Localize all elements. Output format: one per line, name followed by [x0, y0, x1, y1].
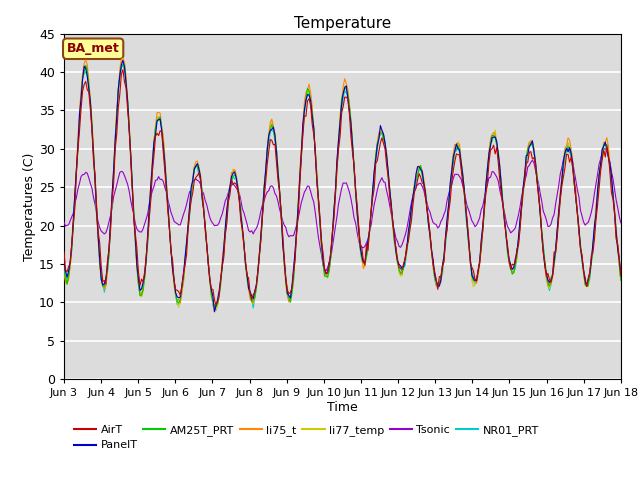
PanelT: [60, 260, 68, 265]
li75_t: [257, 233, 265, 239]
PanelT: [119, 58, 127, 63]
Tsonic: [617, 220, 625, 226]
AirT: [130, 214, 138, 220]
AM25T_PRT: [248, 299, 255, 305]
NR01_PRT: [257, 236, 265, 242]
li77_temp: [248, 297, 255, 303]
li75_t: [307, 90, 314, 96]
li75_t: [60, 268, 68, 274]
AirT: [60, 249, 68, 255]
Line: AM25T_PRT: AM25T_PRT: [64, 64, 621, 306]
PanelT: [589, 241, 596, 247]
PanelT: [257, 230, 265, 236]
NR01_PRT: [617, 277, 625, 283]
li75_t: [589, 244, 596, 250]
li77_temp: [307, 94, 314, 99]
PanelT: [617, 269, 625, 275]
li75_t: [617, 277, 625, 283]
AM25T_PRT: [60, 268, 68, 274]
Line: PanelT: PanelT: [64, 60, 621, 312]
NR01_PRT: [60, 261, 68, 267]
Tsonic: [303, 183, 311, 189]
Tsonic: [588, 209, 595, 215]
Y-axis label: Temperatures (C): Temperatures (C): [23, 152, 36, 261]
Line: NR01_PRT: NR01_PRT: [64, 65, 621, 311]
Text: BA_met: BA_met: [67, 42, 120, 55]
AM25T_PRT: [212, 303, 220, 309]
AM25T_PRT: [589, 244, 596, 250]
Line: Tsonic: Tsonic: [64, 148, 621, 271]
AirT: [229, 181, 237, 187]
AirT: [119, 67, 127, 72]
Line: li77_temp: li77_temp: [64, 58, 621, 310]
AirT: [248, 297, 255, 302]
li77_temp: [617, 274, 625, 280]
Line: AirT: AirT: [64, 70, 621, 305]
AM25T_PRT: [119, 61, 127, 67]
Tsonic: [323, 268, 330, 274]
li77_temp: [589, 245, 596, 251]
Tsonic: [244, 228, 252, 233]
AM25T_PRT: [307, 98, 314, 104]
li75_t: [211, 309, 218, 315]
NR01_PRT: [307, 99, 314, 105]
NR01_PRT: [229, 174, 237, 180]
li75_t: [130, 212, 138, 217]
AirT: [212, 302, 220, 308]
PanelT: [211, 309, 218, 314]
li75_t: [119, 56, 127, 61]
li75_t: [229, 169, 237, 175]
li77_temp: [60, 270, 68, 276]
AM25T_PRT: [617, 277, 625, 283]
PanelT: [130, 215, 138, 221]
li77_temp: [257, 231, 265, 237]
Line: li75_t: li75_t: [64, 59, 621, 312]
AirT: [589, 250, 596, 256]
Tsonic: [129, 205, 136, 211]
AM25T_PRT: [229, 174, 237, 180]
li77_temp: [130, 214, 138, 219]
NR01_PRT: [248, 296, 255, 301]
li77_temp: [119, 55, 127, 61]
AirT: [617, 273, 625, 279]
NR01_PRT: [589, 245, 596, 251]
AM25T_PRT: [257, 237, 265, 243]
Tsonic: [254, 222, 262, 228]
li77_temp: [212, 307, 220, 312]
Tsonic: [600, 145, 607, 151]
X-axis label: Time: Time: [327, 401, 358, 414]
PanelT: [248, 293, 255, 299]
NR01_PRT: [130, 211, 138, 217]
AirT: [257, 235, 265, 241]
AM25T_PRT: [130, 210, 138, 216]
Tsonic: [226, 183, 234, 189]
AirT: [307, 102, 314, 108]
NR01_PRT: [212, 308, 220, 313]
PanelT: [229, 170, 237, 176]
Title: Temperature: Temperature: [294, 16, 391, 31]
li75_t: [248, 299, 255, 304]
Tsonic: [60, 219, 68, 225]
PanelT: [307, 98, 314, 104]
li77_temp: [229, 166, 237, 172]
Legend: AirT, PanelT, AM25T_PRT, li75_t, li77_temp, Tsonic, NR01_PRT: AirT, PanelT, AM25T_PRT, li75_t, li77_te…: [70, 420, 543, 455]
NR01_PRT: [119, 62, 127, 68]
